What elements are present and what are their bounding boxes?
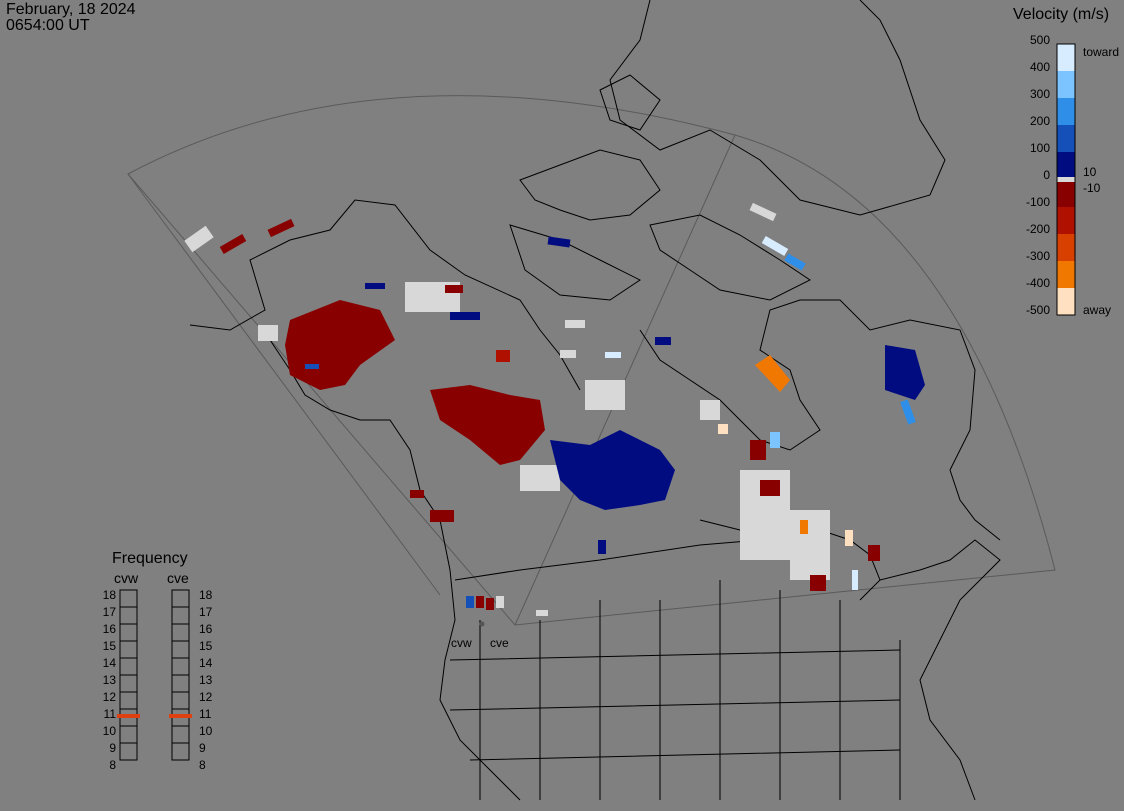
frequency-level-label: 15 xyxy=(199,639,213,653)
frequency-level-label: 13 xyxy=(199,673,213,687)
frequency-level-label: 16 xyxy=(102,622,116,636)
velocity-toward-label: toward xyxy=(1083,45,1120,59)
frequency-column-label-cvw: cvw xyxy=(114,570,139,586)
velocity-away-label: away xyxy=(1083,303,1112,317)
velocity-pos-threshold-label: 10 xyxy=(1083,165,1097,179)
velocity-tick-label: 400 xyxy=(1029,60,1050,74)
frequency-level-label: 16 xyxy=(199,622,213,636)
frequency-level-label: 9 xyxy=(109,741,116,755)
frequency-level-label: 15 xyxy=(102,639,116,653)
velocity-tick-label: 200 xyxy=(1029,114,1050,128)
frequency-title: Frequency xyxy=(112,550,188,567)
velocity-tick-label: -500 xyxy=(1025,303,1050,317)
velocity-tick-label: -400 xyxy=(1025,276,1050,290)
radar-site-marker xyxy=(479,621,485,627)
velocity-tick-label: -300 xyxy=(1025,249,1050,263)
frequency-level-label: 8 xyxy=(109,758,116,772)
velocity-tick-label: 500 xyxy=(1029,33,1050,47)
velocity-tick-label: 300 xyxy=(1029,87,1050,101)
frequency-level-label: 14 xyxy=(102,656,116,670)
velocity-cells xyxy=(184,202,925,616)
cve-frequency-indicator xyxy=(169,714,192,718)
frequency-level-label: 10 xyxy=(199,724,213,738)
cvw-frequency-indicator xyxy=(117,714,140,718)
coastlines xyxy=(189,0,1001,801)
velocity-tick-label: 100 xyxy=(1029,141,1050,155)
frequency-level-label: 18 xyxy=(199,588,213,602)
time-label: 0654:00 UT xyxy=(6,17,90,34)
date-label: February, 18 2024 xyxy=(6,1,136,18)
frequency-level-label: 12 xyxy=(102,690,116,704)
frequency-level-label: 12 xyxy=(199,690,213,704)
velocity-scale-title: Velocity (m/s) xyxy=(1013,6,1110,23)
frequency-level-label: 11 xyxy=(199,707,212,721)
radar-site-label-cvw: cvw xyxy=(451,636,472,650)
velocity-colorbar xyxy=(1056,43,1076,316)
frequency-level-label: 14 xyxy=(199,656,213,670)
frequency-level-label: 18 xyxy=(102,588,116,602)
frequency-columns xyxy=(119,589,190,761)
frequency-level-label: 10 xyxy=(102,724,116,738)
frequency-level-label: 13 xyxy=(102,673,116,687)
velocity-tick-label: -200 xyxy=(1025,222,1050,236)
velocity-tick-label: -100 xyxy=(1025,195,1050,209)
frequency-level-label: 11 xyxy=(103,707,116,721)
frequency-level-label: 9 xyxy=(199,741,206,755)
velocity-neg-threshold-label: -10 xyxy=(1083,181,1101,195)
velocity-tick-label: 0 xyxy=(1043,168,1050,182)
radar-site-label-cve: cve xyxy=(490,636,509,650)
frequency-column-label-cve: cve xyxy=(167,570,189,586)
frequency-level-label: 17 xyxy=(102,605,116,619)
frequency-level-label: 8 xyxy=(199,758,206,772)
frequency-level-label: 17 xyxy=(199,605,213,619)
